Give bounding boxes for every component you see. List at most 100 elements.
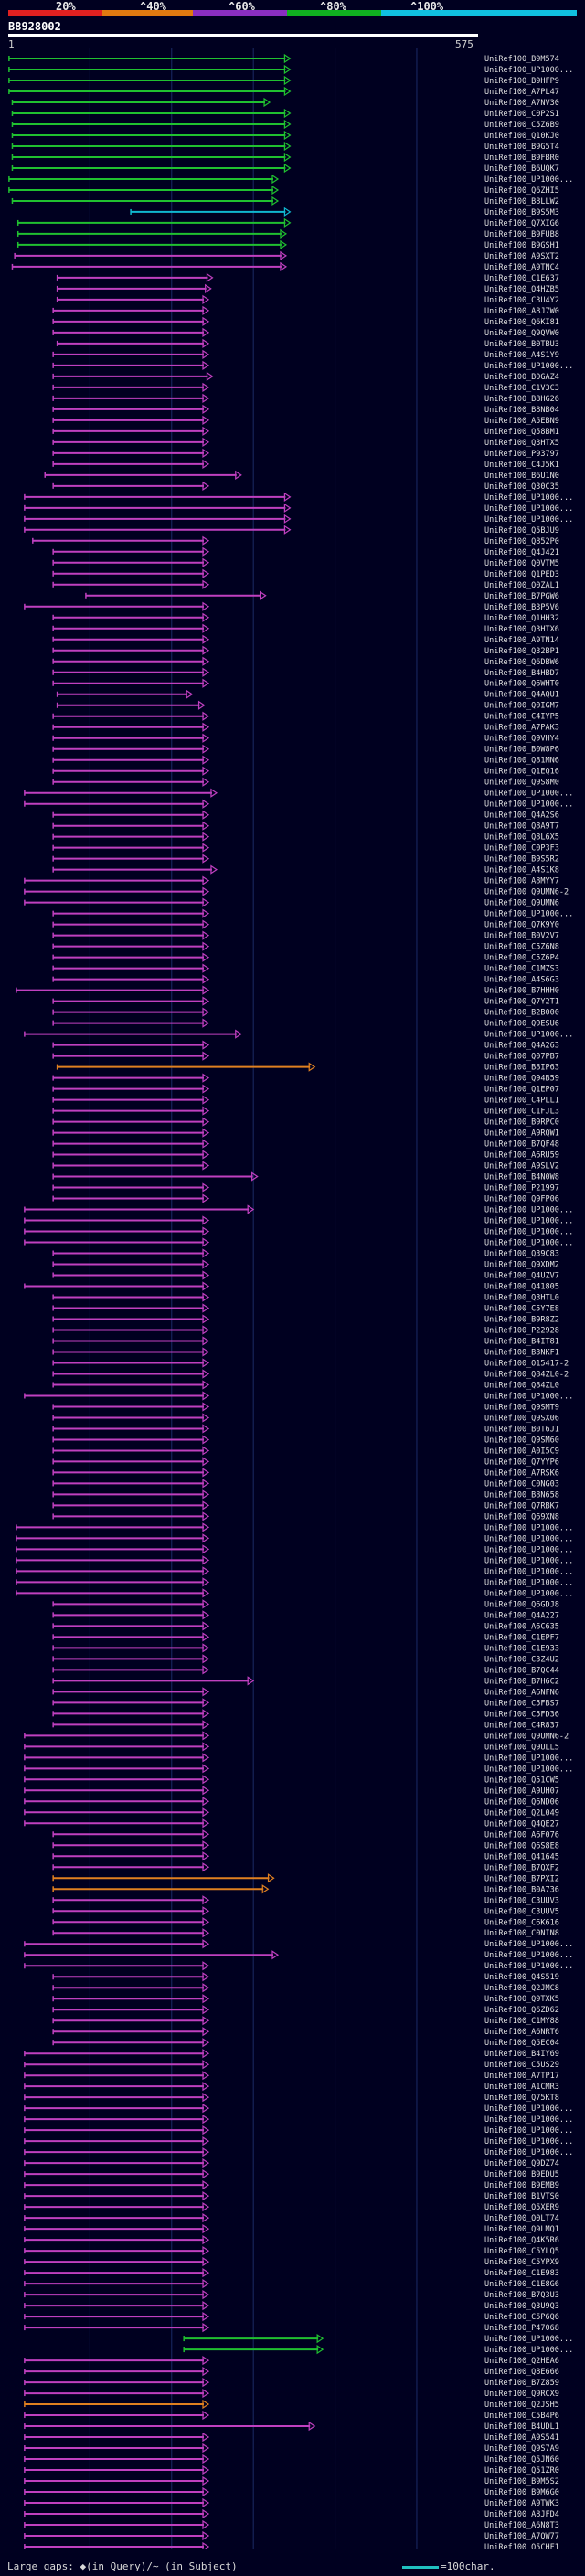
hit-label: UniRef100_B9EMB9 xyxy=(484,2181,559,2190)
hit-label: UniRef100_Q2HEA6 xyxy=(484,2357,559,2366)
hit-label: UniRef100_B9M6G0 xyxy=(484,2488,559,2497)
hit-label: UniRef100_Q7RBK7 xyxy=(484,1501,559,1511)
hit-label: UniRef100_Q39C83 xyxy=(484,1250,559,1259)
hit-row: UniRef100_UP1000... xyxy=(24,2125,573,2136)
hit-row: UniRef100_Q2JMC8 xyxy=(52,1983,559,1993)
hit-label: UniRef100_A6C635 xyxy=(484,1622,559,1631)
hit-arrow xyxy=(202,755,210,765)
hit-arrow xyxy=(202,1544,210,1554)
hit-row: UniRef100_A7QW77 xyxy=(24,2530,559,2541)
hit-label: UniRef100_Q41645 xyxy=(484,1852,559,1861)
hit-row: UniRef100_UP1000... xyxy=(24,503,573,514)
hit-arrow xyxy=(202,1402,210,1412)
hit-row: UniRef100_Q75KT8 xyxy=(24,2093,559,2103)
hit-row: UniRef100_UP1000... xyxy=(24,2115,573,2125)
hit-arrow xyxy=(202,1391,210,1401)
hit-label: UniRef100_Q4A263 xyxy=(484,1042,559,1051)
hit-label: UniRef100_B8HG26 xyxy=(484,395,559,404)
hit-row: UniRef100_Q5BJU9 xyxy=(24,525,559,535)
hit-label: UniRef100_C5B4P6 xyxy=(484,2412,559,2421)
hit-arrow xyxy=(202,1281,210,1291)
hit-arrow xyxy=(308,2421,316,2432)
hit-label: UniRef100_B3NKF1 xyxy=(484,1348,559,1357)
hit-arrow xyxy=(202,1939,210,1949)
hit-row: UniRef100_UP1000... xyxy=(183,2344,573,2355)
hit-label: UniRef100_B2B000 xyxy=(484,1009,559,1018)
hit-label: UniRef100_A9SXT2 xyxy=(484,252,559,261)
hit-arrow xyxy=(259,590,267,600)
hit-label: UniRef100_UP1000... xyxy=(484,2335,573,2344)
hit-row: UniRef100_C5P6Q6 xyxy=(24,2311,559,2322)
hit-label: UniRef100_A5EBN9 xyxy=(484,417,559,426)
hit-label: UniRef100_Q5BJU9 xyxy=(484,526,559,535)
hit-label: UniRef100_UP1000... xyxy=(484,1523,573,1532)
hit-arrow xyxy=(202,2060,210,2070)
hit-arrow xyxy=(202,349,210,360)
hit-label: UniRef100_B0GAZ4 xyxy=(484,373,559,382)
hit-arrow xyxy=(261,1884,270,1894)
hit-arrow xyxy=(202,810,210,820)
hit-label: UniRef100_UP1000... xyxy=(484,1578,573,1587)
hit-label: UniRef100_Q9FP06 xyxy=(484,1195,559,1204)
hit-label: UniRef100_Q2L049 xyxy=(484,1808,559,1818)
hit-row: UniRef100_Q5XER9 xyxy=(24,2202,559,2212)
hit-arrow xyxy=(202,2300,210,2311)
hit-arrow xyxy=(202,1643,210,1653)
hit-row: UniRef100_B2B000 xyxy=(52,1007,559,1018)
hit-arrow xyxy=(202,678,210,688)
hit-row: UniRef100_A4S6G3 xyxy=(52,974,559,985)
hit-row: UniRef100_Q4A2S6 xyxy=(52,810,559,821)
hit-label: UniRef100_UP1000... xyxy=(484,1239,573,1248)
hit-row: UniRef100_C0NG03 xyxy=(52,1479,559,1489)
hit-label: UniRef100_B9M574 xyxy=(484,55,559,64)
hit-label: UniRef100_A9UH07 xyxy=(484,1786,559,1796)
hit-label: UniRef100_Q4A2S6 xyxy=(484,811,559,821)
hit-label: UniRef100_O15417-2 xyxy=(484,1359,569,1368)
hit-label: UniRef100_B7PGW6 xyxy=(484,592,559,601)
hit-label: UniRef100_B7QF48 xyxy=(484,1140,559,1150)
hit-arrow xyxy=(202,1632,210,1642)
hit-row: UniRef100_UP1000... xyxy=(16,1555,573,1565)
hit-arrow xyxy=(267,1873,275,1883)
hit-row: UniRef100_UP1000... xyxy=(24,2136,573,2147)
hit-row: UniRef100_Q6KI81 xyxy=(52,316,559,327)
hit-arrow xyxy=(202,1270,210,1280)
hit-arrow xyxy=(197,700,206,710)
hit-row: UniRef100_Q7XIG6 xyxy=(16,217,559,228)
hit-arrow xyxy=(202,2278,210,2289)
hit-arrow xyxy=(283,492,292,502)
hit-arrow xyxy=(202,2180,210,2190)
hit-row: UniRef100_Q81MN6 xyxy=(52,755,559,766)
hit-arrow xyxy=(202,777,210,787)
hit-arrow xyxy=(247,1204,255,1214)
hit-row: UniRef100_UP1000... xyxy=(24,2104,573,2114)
hit-label: UniRef100_B7Q3U3 xyxy=(484,2291,559,2300)
hit-row: UniRef100_B4IT81 xyxy=(52,1336,559,1346)
pct-label-60: ^60% xyxy=(229,0,255,13)
hit-arrow xyxy=(283,108,292,119)
hit-row: UniRef100_C4PLL1 xyxy=(52,1095,559,1106)
hit-row: UniRef100_B9GSH1 xyxy=(16,239,559,250)
hit-row: UniRef100_C5Z6N8 xyxy=(52,941,559,952)
hit-arrow xyxy=(283,53,292,64)
hit-label: UniRef100_Q4HZB5 xyxy=(484,285,559,294)
hit-row: UniRef100_C5US29 xyxy=(24,2060,559,2070)
hit-label: UniRef100_UP1000... xyxy=(484,1534,573,1543)
hit-row: UniRef100_Q4K5R6 xyxy=(24,2235,559,2245)
hit-row: UniRef100_UP1000... xyxy=(24,1204,573,1215)
hit-label: UniRef100_C5Y7E8 xyxy=(484,1304,559,1313)
hit-arrow xyxy=(283,86,292,97)
hit-row: UniRef100_A7RSK6 xyxy=(52,1468,559,1478)
hit-label: UniRef100_Q9ULL5 xyxy=(484,1743,559,1752)
hit-label: UniRef100_C5Z6P4 xyxy=(484,954,559,963)
hit-arrow xyxy=(202,1709,210,1719)
hit-label: UniRef100_Q5CHF1 xyxy=(484,2543,559,2549)
hit-row: UniRef100_UP1000... xyxy=(52,908,573,919)
hit-row: UniRef100_B9HFP9 xyxy=(8,75,559,86)
hit-arrow xyxy=(202,1818,210,1829)
hit-row: UniRef100_Q1EP07 xyxy=(52,1084,559,1095)
hit-arrow xyxy=(202,985,210,995)
hit-arrow xyxy=(202,1380,210,1390)
hit-arrow xyxy=(202,886,210,896)
hit-label: UniRef100_B0A736 xyxy=(484,1885,559,1894)
